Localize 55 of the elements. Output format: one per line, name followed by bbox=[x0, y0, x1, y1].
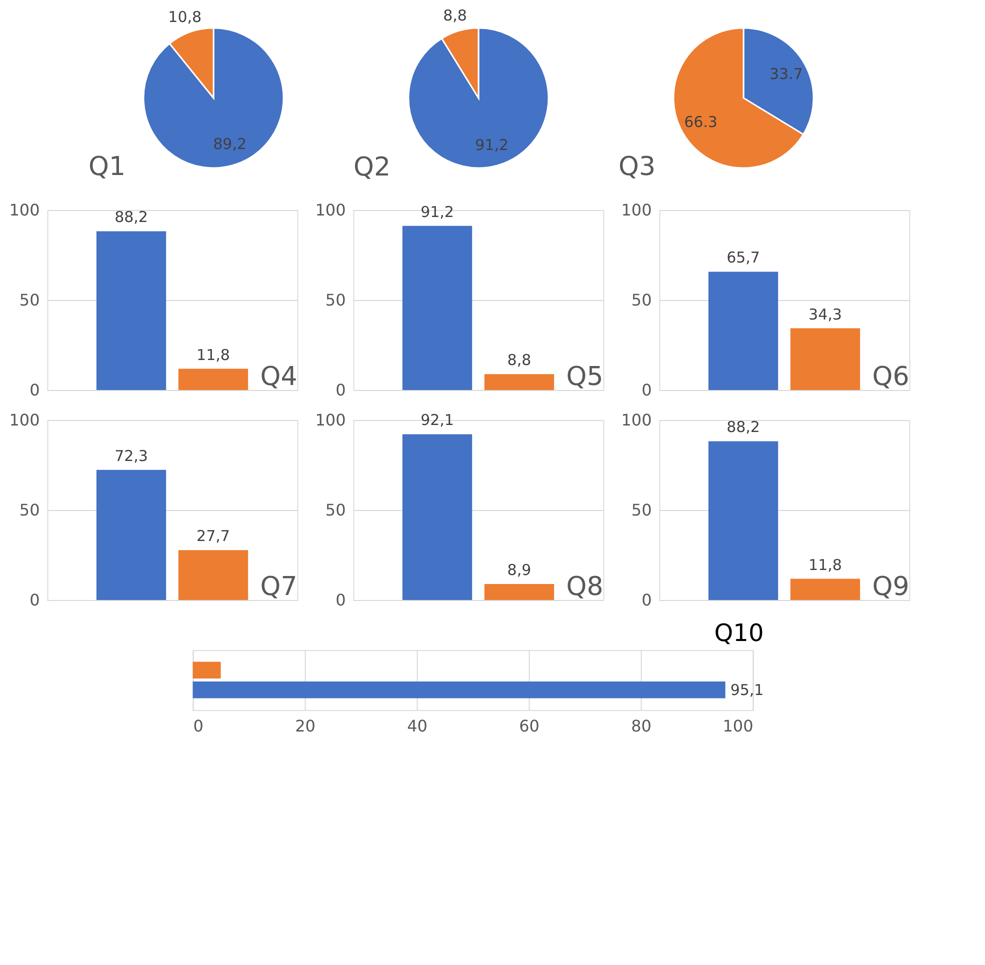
data-label: 27,7 bbox=[196, 527, 230, 546]
text: Q6 bbox=[872, 362, 910, 392]
data-label: 8,8 bbox=[507, 351, 532, 370]
y-tick-label: 0 bbox=[336, 380, 346, 400]
y-tick-label: 100 bbox=[315, 410, 346, 430]
data-label: 34,3 bbox=[808, 305, 842, 324]
y-tick-label: 50 bbox=[19, 290, 40, 310]
x-tick-label: 60 bbox=[519, 716, 540, 736]
data-label: 66.3 bbox=[684, 113, 718, 132]
data-label: 95,1 bbox=[730, 680, 764, 699]
data-label: 89,2 bbox=[213, 135, 247, 154]
y-tick-label: 0 bbox=[30, 590, 40, 610]
y-tick-label: 50 bbox=[631, 290, 652, 310]
y-tick-label: 50 bbox=[19, 500, 40, 520]
data-label: 65,7 bbox=[726, 248, 760, 267]
data-label: 10,8 bbox=[168, 8, 202, 26]
data-label: 88,2 bbox=[726, 418, 760, 436]
y-tick-label: 100 bbox=[9, 200, 40, 220]
x-tick-label: 40 bbox=[407, 716, 428, 736]
data-label: 92,1 bbox=[420, 411, 454, 430]
data-label: 8,9 bbox=[507, 560, 532, 579]
data-label: 33.7 bbox=[770, 64, 803, 83]
y-tick-label: 100 bbox=[315, 200, 346, 220]
y-tick-label: 100 bbox=[9, 410, 40, 430]
data-label: 72,3 bbox=[114, 446, 148, 465]
text: Q9 bbox=[872, 572, 910, 602]
data-label: 11,8 bbox=[196, 346, 230, 364]
y-tick-label: 0 bbox=[642, 590, 652, 610]
y-tick-label: 0 bbox=[30, 380, 40, 400]
text: Q5 bbox=[566, 362, 604, 392]
x-tick-label: 0 bbox=[193, 716, 204, 736]
y-tick-label: 100 bbox=[621, 410, 652, 430]
data-label: 91,2 bbox=[420, 202, 454, 221]
y-tick-label: 0 bbox=[336, 590, 346, 610]
x-tick-label: 80 bbox=[631, 716, 652, 736]
y-tick-label: 0 bbox=[642, 380, 652, 400]
pie-slice bbox=[142, 27, 284, 169]
y-tick-label: 50 bbox=[325, 500, 346, 520]
text: Q2 bbox=[354, 152, 391, 183]
y-tick-label: 50 bbox=[631, 500, 652, 520]
text: Q3 bbox=[618, 152, 656, 182]
text: Q4 bbox=[260, 362, 298, 392]
data-label: 88,2 bbox=[114, 208, 148, 226]
text: Q8 bbox=[566, 572, 604, 602]
text: Q7 bbox=[260, 572, 298, 602]
x-tick-label: 100 bbox=[722, 716, 754, 736]
y-tick-label: 100 bbox=[621, 200, 652, 220]
data-label: 91,2 bbox=[475, 136, 509, 154]
pie-slice bbox=[408, 27, 550, 169]
data-label: 8,8 bbox=[443, 6, 467, 24]
x-tick-label: 20 bbox=[295, 716, 316, 736]
y-tick-label: 50 bbox=[325, 290, 346, 310]
chart-title: Q10 bbox=[714, 619, 764, 647]
text: Q1 bbox=[88, 152, 126, 182]
data-label: 11,8 bbox=[808, 556, 842, 574]
